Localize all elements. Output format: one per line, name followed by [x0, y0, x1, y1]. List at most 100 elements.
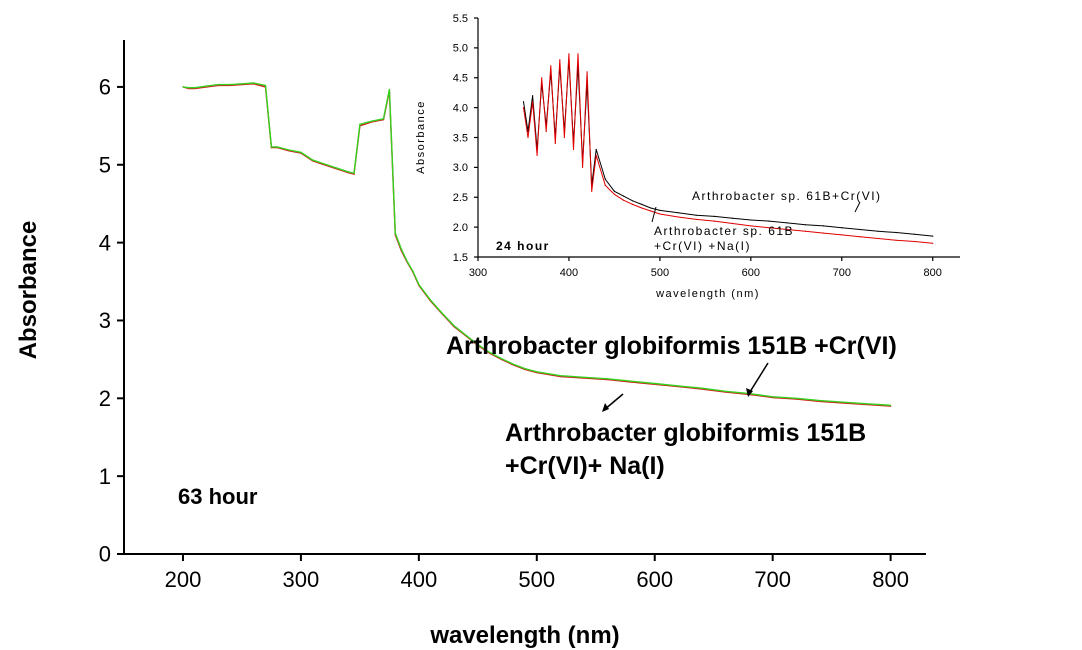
inset-y-tick-label: 1.5 — [453, 252, 468, 264]
main-series-2-point — [418, 284, 420, 286]
inset-annotation-2-line1: Arthrobacter sp. 61B — [654, 224, 794, 238]
main-series-2-point — [335, 167, 337, 169]
main-series-2-point — [630, 380, 632, 382]
inset-series-2-point — [877, 237, 879, 240]
inset-x-axis-title: wavelength (nm) — [655, 288, 760, 300]
inset-series-1-point — [695, 214, 697, 216]
main-series-2-point — [842, 401, 845, 403]
inset-series-2-point — [586, 71, 588, 73]
main-series-2-point — [819, 400, 821, 402]
main-series-2-point — [795, 397, 797, 399]
inset-y-tick-label: 2.0 — [453, 222, 468, 234]
main-annotation-1: Arthrobacter globiformis 151B +Cr(VI) — [446, 332, 897, 360]
inset-annotation-2-line2: +Cr(VI) +Na(I) — [654, 239, 751, 253]
main-y-tick-label: 2 — [99, 386, 111, 411]
inset-series-2-point — [768, 227, 770, 229]
inset-series-2-point — [591, 190, 593, 192]
main-x-tick-label: 200 — [165, 567, 202, 592]
main-x-ticks: 200 300 400 500 600 700 800 — [165, 554, 909, 592]
inset-series-1-point — [613, 190, 616, 192]
main-series-2-point — [353, 172, 355, 174]
inset-series-2-point — [622, 199, 625, 201]
inset-series-2-point — [641, 207, 643, 209]
inset-series-1-point — [877, 230, 879, 232]
inset-series-1-point — [632, 200, 634, 202]
main-series-2-point — [270, 146, 272, 148]
inset-annotation-1: Arthrobacter sp. 61B+Cr(VI) — [692, 189, 882, 203]
main-series-2-point — [188, 87, 190, 89]
inset-series-2-point — [750, 225, 752, 227]
main-series-2-point — [312, 159, 314, 161]
main-series-2-point — [359, 123, 361, 125]
inset-y-tick-label: 2.5 — [453, 192, 468, 204]
main-y-tick-label: 6 — [99, 75, 111, 100]
main-series-2-point — [654, 382, 656, 385]
main-series-2-point — [465, 334, 467, 336]
main-y-tick-label: 1 — [99, 464, 111, 489]
inset-series-2-point — [632, 203, 634, 205]
inset-series-1-point — [650, 207, 652, 209]
main-series-2-point — [677, 385, 679, 387]
main-plot-clip-group — [182, 82, 892, 407]
inset-x-tick-label: 600 — [742, 267, 760, 279]
inset-series-2-point — [595, 154, 597, 156]
inset-series-2-point — [563, 136, 566, 139]
inset-series-2-point — [823, 232, 825, 234]
main-series-2-point — [430, 299, 432, 301]
inset-series-1-point — [823, 225, 825, 227]
inset-series-2-point — [932, 242, 934, 244]
main-series-2-point — [264, 84, 267, 86]
inset-series-2-point — [568, 53, 570, 55]
inset-series-2-point — [582, 166, 584, 168]
main-series-2-point — [453, 325, 455, 327]
main-y-tick-label: 5 — [99, 152, 111, 177]
inset-series-2-point — [895, 239, 897, 241]
inset-y-tick-label: 4.0 — [453, 102, 468, 114]
main-annotation-1-arrowhead — [746, 388, 753, 397]
inset-series-1-point — [641, 203, 643, 205]
inset-x-tick-label: 300 — [469, 267, 487, 279]
inset-series-2-point — [650, 210, 652, 212]
main-series-2-point — [288, 149, 290, 151]
inset-series-2-point — [913, 240, 916, 243]
inset-x-ticks: 300 400 500 600 700 800 — [469, 257, 942, 279]
inset-series-2-point — [859, 236, 861, 238]
main-series-2-point — [512, 363, 514, 365]
inset-y-tick-label: 3.0 — [453, 162, 468, 174]
inset-y-axis-title: Absorbance — [415, 100, 427, 174]
main-series-2-point — [772, 396, 774, 398]
main-series-2-point — [217, 84, 219, 86]
inset-series-1-point — [622, 195, 625, 197]
main-series-2-point — [524, 368, 526, 370]
inset-series-2-point — [536, 154, 538, 156]
inset-series-1-point — [732, 217, 734, 219]
main-annotation-2-arrowhead — [602, 403, 609, 412]
main-series-2-point — [388, 88, 390, 90]
inset-series-1-point — [604, 178, 606, 180]
inset-series-2-point — [804, 230, 807, 232]
main-series-2-point — [300, 151, 302, 153]
main-series-2-point — [347, 171, 349, 173]
main-series-2-point — [229, 84, 231, 86]
inset-series-1-point — [913, 233, 916, 235]
main-series-2-point — [371, 120, 373, 122]
inset-series-1-point — [522, 101, 525, 103]
main-chart: 0 1 2 3 4 5 6 200 300 400 500 600 700 800 wavelength… — [15, 40, 926, 649]
main-series-2-point — [394, 232, 396, 234]
inset-annotation-1-arrow — [854, 201, 861, 213]
main-y-axis-title: Absorbance — [15, 221, 42, 360]
inset-series-1-point — [713, 215, 716, 217]
inset-series-2-point — [541, 77, 543, 79]
inset-series-2-point — [695, 218, 697, 220]
main-series-2-point — [489, 351, 491, 353]
inset-y-tick-label: 3.5 — [453, 132, 468, 144]
inset-series-2-point — [613, 193, 616, 195]
inset-series-1-point — [895, 231, 897, 234]
inset-x-tick-label: 500 — [651, 267, 669, 279]
main-series-2-point — [382, 118, 385, 120]
inset-y-tick-label: 4.5 — [453, 73, 468, 85]
main-series-2-point — [323, 163, 326, 165]
inset-x-tick-label: 400 — [560, 267, 578, 279]
inset-y-tick-label: 5.5 — [453, 13, 468, 25]
